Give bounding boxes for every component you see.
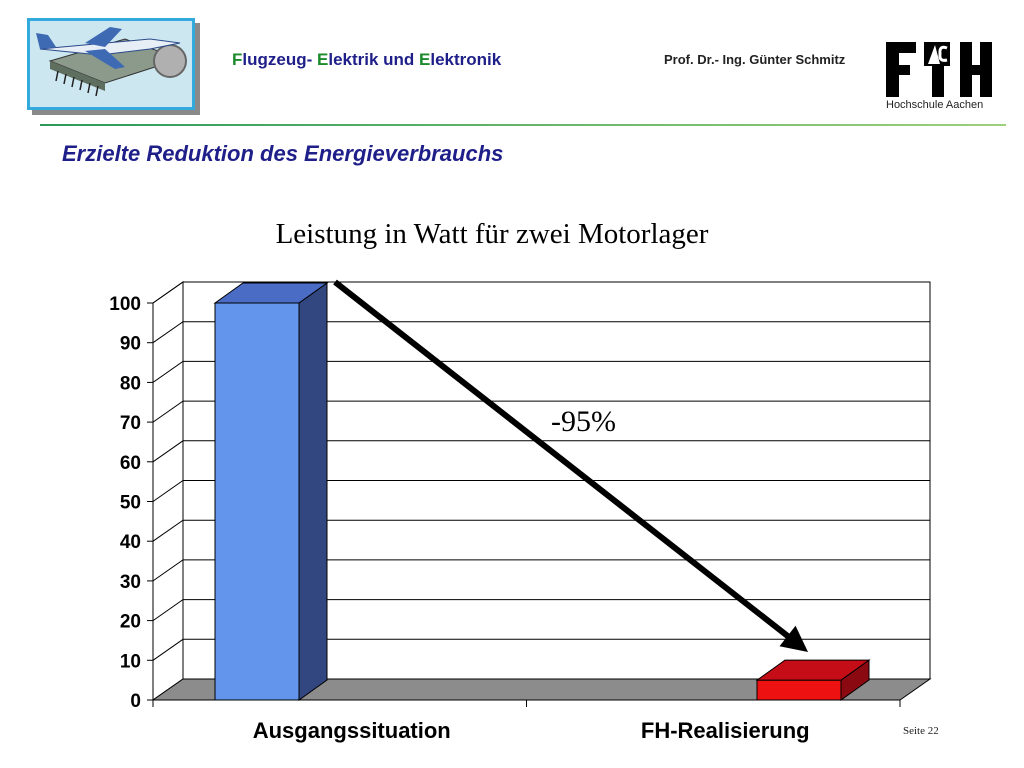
reduction-arrow-head: [779, 625, 808, 652]
y-tick-label: 0: [130, 691, 141, 712]
professor-name: Prof. Dr.- Ing. Günter Schmitz: [664, 52, 846, 67]
bar-front: [214, 302, 300, 701]
gridline: [152, 599, 930, 622]
y-tick-label: 20: [120, 612, 141, 633]
y-tick-label: 30: [120, 572, 141, 593]
gridline: [152, 559, 930, 582]
gridline: [152, 638, 930, 661]
gridline: [152, 519, 930, 542]
slide-title: Erzielte Reduktion des Energieverbrauchs: [62, 141, 504, 166]
y-tick-label: 60: [120, 453, 141, 474]
gridline: [152, 360, 930, 383]
y-tick-label: 70: [120, 413, 141, 434]
institution-name: Hochschule Aachen: [886, 99, 984, 111]
course-logo: [27, 18, 195, 110]
gridline: [152, 480, 930, 502]
y-tick-label: 80: [120, 373, 141, 394]
y-tick-label: 100: [109, 294, 141, 315]
y-tick-label: 50: [120, 493, 141, 514]
bar-top: [213, 282, 329, 304]
x-tick-label: Ausgangssituation: [253, 718, 451, 743]
y-tick-label: 40: [120, 532, 141, 553]
y-tick-label: 10: [120, 651, 141, 672]
bar-front: [756, 679, 842, 701]
gridline: [152, 440, 930, 463]
header-divider: [40, 124, 1006, 126]
bar-side: [298, 282, 328, 701]
gridline: [152, 321, 930, 344]
gridline: [152, 400, 930, 423]
fh-aachen-logo: [886, 42, 992, 97]
y-tick-label: 90: [120, 334, 141, 355]
gridline: [152, 281, 930, 304]
bar-top: [755, 659, 871, 681]
course-title: Flugzeug- Elektrik und Elektronik: [232, 50, 502, 69]
page-number: Seite 22: [903, 725, 939, 737]
x-tick-label: FH-Realisierung: [641, 718, 810, 743]
reduction-arrow: [333, 279, 796, 644]
bar-1: [213, 282, 329, 701]
airplane-chip-icon: [36, 27, 187, 97]
chart-title: Leistung in Watt für zwei Motorlager: [275, 218, 709, 250]
bar-2: [755, 659, 871, 701]
reduction-label: -95%: [551, 405, 616, 438]
